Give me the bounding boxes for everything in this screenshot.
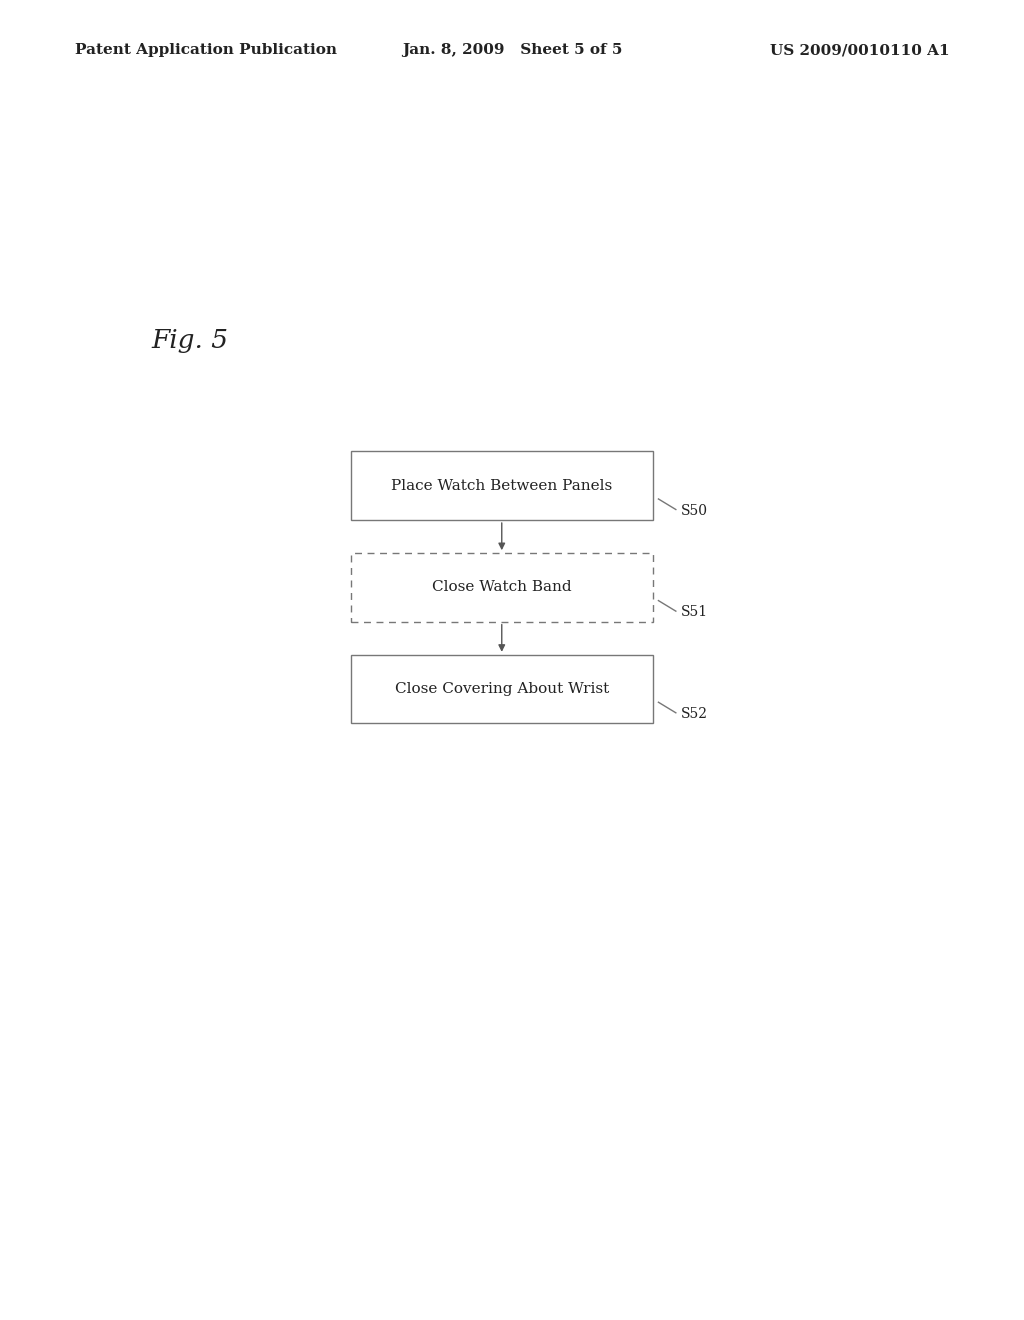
Text: S52: S52: [681, 708, 708, 721]
Text: Patent Application Publication: Patent Application Publication: [75, 44, 337, 57]
Text: Place Watch Between Panels: Place Watch Between Panels: [391, 479, 612, 492]
Text: S51: S51: [681, 606, 708, 619]
Bar: [350, 553, 653, 622]
Text: Close Watch Band: Close Watch Band: [432, 581, 571, 594]
Text: S50: S50: [681, 504, 708, 517]
Bar: [350, 655, 653, 723]
Bar: [350, 451, 653, 520]
Text: US 2009/0010110 A1: US 2009/0010110 A1: [770, 44, 949, 57]
Text: Jan. 8, 2009   Sheet 5 of 5: Jan. 8, 2009 Sheet 5 of 5: [401, 44, 623, 57]
Text: Close Covering About Wrist: Close Covering About Wrist: [394, 682, 609, 696]
Text: Fig. 5: Fig. 5: [152, 329, 228, 352]
